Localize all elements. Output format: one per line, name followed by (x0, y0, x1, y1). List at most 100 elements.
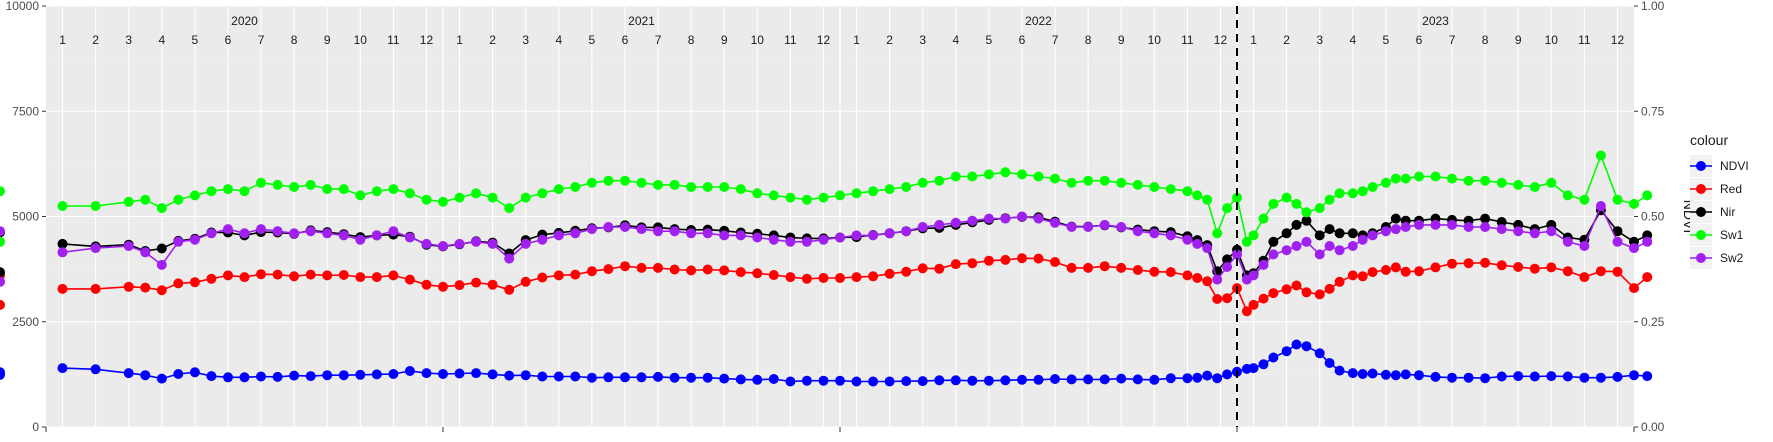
data-point-red (305, 269, 316, 280)
data-point-red (934, 263, 945, 274)
month-label: 2 (489, 33, 496, 47)
data-point-sw1 (1463, 175, 1474, 186)
data-point-sw1 (1281, 192, 1292, 203)
data-point-sw2 (1629, 243, 1639, 254)
data-point-ndvi (1301, 341, 1312, 352)
data-point-red (421, 279, 432, 290)
month-label: 10 (354, 33, 368, 47)
data-point-sw1 (471, 188, 482, 199)
data-point-red (1212, 294, 1223, 304)
legend-key-point (1696, 207, 1706, 217)
data-point-red (1390, 262, 1401, 273)
data-point-red (553, 270, 564, 281)
data-point-sw1 (1212, 228, 1223, 239)
data-point-sw1 (57, 201, 68, 211)
data-point-sw2 (586, 224, 597, 235)
data-point-red (719, 265, 730, 276)
y2-tick-label: 0.50 (1641, 210, 1665, 224)
data-point-red (371, 272, 382, 283)
data-point-red (322, 270, 333, 281)
data-point-red (851, 272, 862, 283)
data-point-nir (1347, 228, 1358, 239)
data-point-sw2 (1017, 211, 1027, 222)
month-label: 6 (1019, 33, 1026, 47)
data-point-sw1 (223, 184, 233, 195)
data-point-sw1 (1083, 175, 1094, 186)
data-point-sw2 (1334, 245, 1345, 256)
data-point-sw2 (768, 234, 779, 245)
data-point-sw1 (421, 194, 432, 205)
month-label: 10 (1545, 33, 1559, 47)
data-point-sw1 (1595, 150, 1606, 161)
data-point-sw1 (1149, 182, 1160, 192)
y-tick-label: 10000 (6, 0, 40, 13)
data-point-sw1 (570, 182, 581, 192)
data-point-sw2 (1149, 228, 1160, 239)
data-point-sw2 (636, 224, 647, 235)
data-point-nir (1496, 217, 1507, 227)
data-point-red (1258, 293, 1269, 304)
month-label: 7 (258, 33, 265, 47)
data-point-red (1400, 266, 1411, 277)
data-point-red (454, 280, 465, 291)
month-label: 11 (387, 33, 400, 47)
data-point-sw2 (1357, 234, 1368, 245)
data-point-sw1 (537, 188, 548, 199)
data-point-red (1099, 261, 1110, 272)
series-ndvi (0, 339, 1653, 387)
month-label: 8 (1482, 33, 1489, 47)
data-point-red (223, 270, 233, 281)
data-point-sw1 (338, 184, 349, 195)
legend-label-sw2: Sw2 (1720, 251, 1744, 265)
data-point-ndvi (851, 376, 862, 387)
data-point-sw1 (1380, 177, 1391, 188)
data-point-sw1 (768, 190, 779, 201)
data-point-red (950, 259, 961, 270)
data-point-red (1301, 287, 1312, 298)
data-point-red (1083, 262, 1094, 273)
data-point-red (653, 262, 663, 273)
data-point-sw2 (1546, 226, 1557, 237)
data-point-sw2 (487, 238, 498, 249)
data-point-sw2 (1400, 222, 1411, 232)
data-point-red (1241, 306, 1252, 317)
data-point-sw1 (0, 186, 5, 197)
data-point-sw2 (669, 226, 680, 237)
data-point-red (818, 273, 829, 283)
data-point-ndvi (173, 369, 184, 379)
data-point-ndvi (1258, 359, 1269, 370)
data-point-sw2 (1192, 238, 1203, 249)
data-point-sw1 (388, 184, 399, 195)
data-point-ndvi (1357, 369, 1368, 379)
data-point-red (0, 299, 5, 310)
data-point-ndvi (90, 364, 101, 375)
month-label: 8 (688, 33, 695, 47)
data-point-ndvi (1000, 375, 1011, 386)
year-label: 2023 (1422, 14, 1449, 28)
data-point-red (702, 264, 713, 275)
data-point-ndvi (1281, 346, 1292, 357)
data-point-sw1 (140, 194, 151, 205)
data-point-red (272, 269, 283, 280)
legend-key-point (1696, 230, 1706, 240)
data-point-red (388, 270, 399, 281)
month-label: 1 (59, 33, 66, 47)
data-point-sw2 (256, 224, 266, 235)
data-point-sw2 (1232, 249, 1242, 260)
data-point-sw1 (719, 182, 730, 192)
data-point-red (1281, 284, 1292, 295)
data-point-ndvi (1414, 370, 1424, 381)
data-point-sw2 (1268, 249, 1279, 260)
data-point-sw1 (1099, 175, 1110, 186)
legend-key-point (1696, 184, 1706, 194)
data-point-sw2 (189, 234, 200, 245)
data-point-red (1347, 270, 1358, 281)
data-point-ndvi (1050, 374, 1060, 384)
data-point-sw1 (1165, 184, 1176, 195)
data-point-sw1 (868, 186, 879, 197)
data-point-sw1 (1324, 194, 1335, 205)
data-point-ndvi (1380, 369, 1391, 380)
data-point-ndvi (223, 372, 233, 383)
data-point-sw2 (1248, 270, 1259, 281)
month-label: 8 (291, 33, 298, 47)
